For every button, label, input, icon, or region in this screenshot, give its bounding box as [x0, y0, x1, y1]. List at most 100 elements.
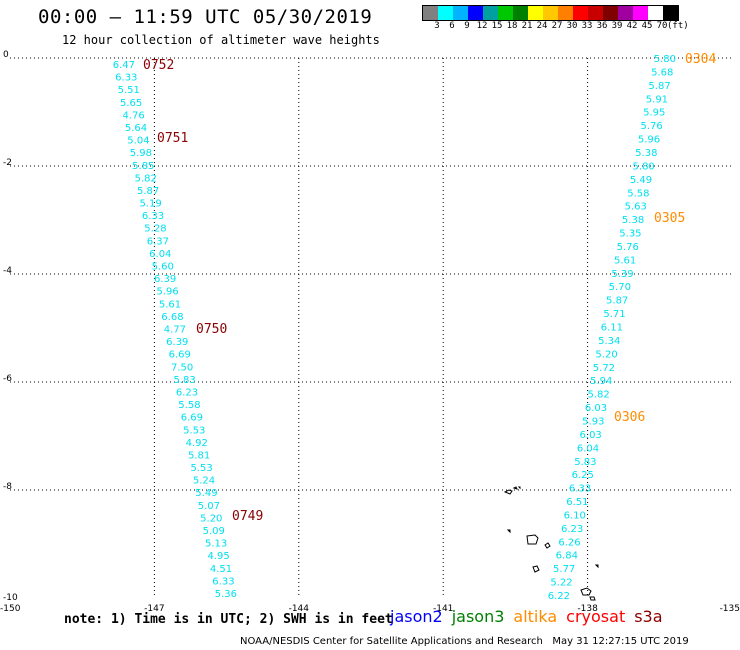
island-outline: [517, 486, 521, 490]
legend-swatch: [543, 6, 558, 20]
wave-height-label: 5.91: [646, 94, 668, 105]
wave-height-label: 5.49: [195, 488, 217, 499]
island-outline: [594, 564, 599, 569]
wave-height-label: 5.51: [118, 85, 140, 96]
pass-number-label: 0751: [157, 131, 188, 146]
wave-height-label: 6.33: [569, 484, 591, 495]
island-outline: [580, 587, 592, 596]
legend-swatch: [528, 6, 543, 20]
legend-label: 6: [449, 21, 455, 31]
wave-height-label: 5.58: [178, 400, 200, 411]
wave-height-label: 5.39: [611, 269, 633, 280]
wave-height-label: 5.72: [593, 363, 615, 374]
color-legend-labels: 3 6 9 12 15 18 21 24 27 30 33 36 39 42 45 70 (ft): [422, 21, 740, 35]
x-tick-label: -147: [144, 604, 164, 614]
wave-height-label: 6.37: [147, 236, 169, 247]
wave-height-label: 5.82: [135, 173, 157, 184]
wave-height-label: 6.47: [113, 60, 135, 71]
wave-height-label: 5.68: [651, 67, 673, 78]
x-tick-label: -135: [720, 604, 740, 614]
wave-height-label: 6.33: [142, 211, 164, 222]
legend-label: 39: [611, 21, 623, 31]
wave-height-label: 4.95: [207, 551, 229, 562]
wave-height-label: 5.93: [582, 416, 604, 427]
wave-height-label: 5.98: [130, 148, 152, 159]
mission-cryosat: cryosat: [566, 607, 626, 626]
legend-label: 12: [476, 21, 488, 31]
wave-height-label: 6.03: [580, 430, 602, 441]
wave-height-label: 6.23: [561, 524, 583, 535]
legend-label: 3: [434, 21, 440, 31]
pass-number-label: 0306: [614, 410, 645, 425]
wave-height-label: 6.11: [601, 323, 623, 334]
legend-swatch: [453, 6, 468, 20]
wave-height-label: 5.87: [648, 81, 670, 92]
legend-swatch: [663, 6, 678, 20]
legend-swatch: [498, 6, 513, 20]
y-tick-label: -8: [3, 482, 12, 492]
wave-height-label: 6.33: [212, 576, 234, 587]
wave-height-label: 6.84: [556, 551, 578, 562]
wave-height-label: 5.76: [640, 121, 662, 132]
legend-label: 18: [506, 21, 518, 31]
legend-label: 36: [596, 21, 608, 31]
y-tick-label: -4: [3, 266, 12, 276]
wave-height-label: 6.04: [577, 443, 599, 454]
legend-swatch: [558, 6, 573, 20]
wave-height-label: 6.39: [166, 337, 188, 348]
wave-height-label: 5.20: [595, 349, 617, 360]
mission-legend: jason2 jason3 altika cryosat s3a: [390, 607, 672, 626]
legend-swatch: [588, 6, 603, 20]
page-title: 00:00 – 11:59 UTC 05/30/2019: [38, 6, 373, 28]
wave-height-label: 5.71: [603, 309, 625, 320]
pass-number-label: 0304: [685, 52, 716, 67]
wave-height-label: 5.82: [587, 390, 609, 401]
mission-s3a: s3a: [634, 607, 663, 626]
x-tick-label: -138: [577, 604, 598, 614]
wave-height-label: 5.76: [617, 242, 639, 253]
legend-swatch: [573, 6, 588, 20]
legend-label: 15: [491, 21, 503, 31]
legend-swatch: [633, 6, 648, 20]
mission-jason2: jason2: [390, 607, 443, 626]
island-outline: [506, 529, 511, 534]
satellite-track-left: 6.476.335.515.654.765.645.045.985.855.82…: [113, 60, 237, 600]
wave-height-label: 5.04: [127, 136, 149, 147]
wave-height-label: 5.60: [152, 262, 174, 273]
wave-height-label: 5.22: [550, 578, 572, 589]
pass-number-label: 0749: [232, 509, 263, 524]
mission-jason3: jason3: [451, 607, 505, 626]
wave-height-label: 6.69: [169, 350, 191, 361]
pass-number-label: 0305: [654, 211, 685, 226]
wave-height-label: 4.77: [164, 325, 186, 336]
wave-height-label: 5.85: [132, 161, 154, 172]
island-outline: [589, 596, 596, 601]
wave-height-label: 5.58: [627, 188, 649, 199]
pass-number-label: 0750: [196, 322, 227, 337]
wave-height-label: 5.35: [619, 229, 641, 240]
wave-height-label: 5.61: [614, 255, 636, 266]
island-outline: [544, 542, 551, 549]
wave-height-label: 5.96: [638, 135, 660, 146]
legend-label: 45: [641, 21, 653, 31]
wave-height-label: 5.20: [200, 513, 222, 524]
wave-height-label: 4.76: [122, 110, 144, 121]
legend-label: 33: [581, 21, 593, 31]
wave-height-label: 5.83: [574, 457, 596, 468]
island-outlines: [503, 486, 599, 601]
legend-label: 27: [551, 21, 563, 31]
wave-height-label: 5.36: [215, 589, 237, 600]
wave-height-label: 6.69: [181, 413, 203, 424]
wave-height-label: 6.22: [548, 591, 570, 602]
wave-height-label: 5.80: [633, 161, 655, 172]
y-tick-label: -2: [3, 158, 12, 168]
x-tick-label: -141: [433, 604, 453, 614]
legend-label: 21: [521, 21, 533, 31]
color-legend: [422, 5, 679, 21]
footer-note: note: 1) Time is in UTC; 2) SWH is in fe…: [64, 612, 393, 627]
y-tick-label: -10: [3, 593, 18, 603]
legend-swatch: [618, 6, 633, 20]
wave-height-label: 5.65: [120, 98, 142, 109]
wave-height-label: 5.53: [183, 425, 205, 436]
legend-label: 9: [464, 21, 470, 31]
